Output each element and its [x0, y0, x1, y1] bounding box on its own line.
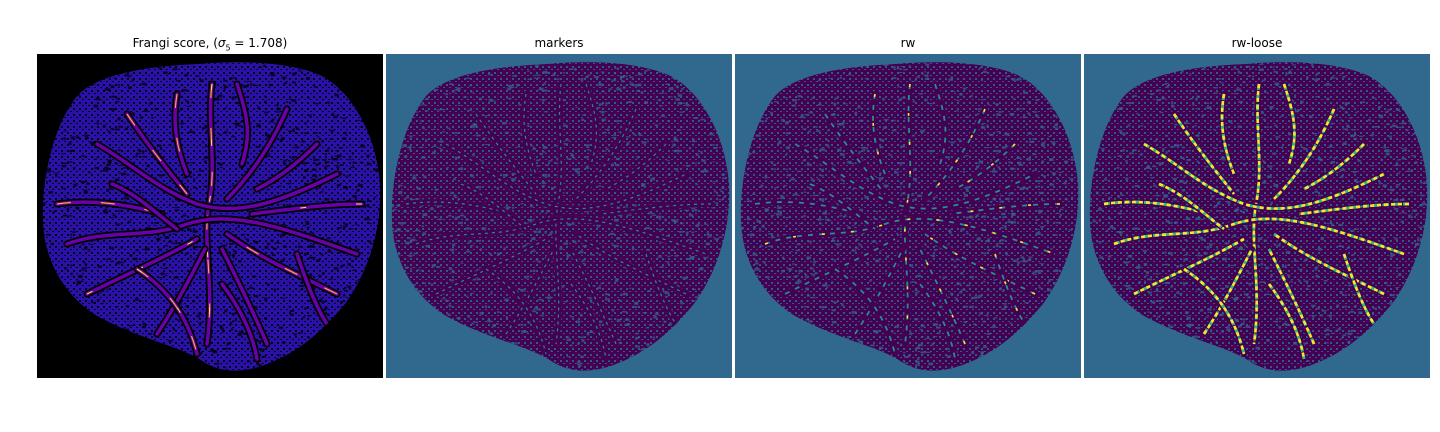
frangi-image [37, 54, 383, 378]
frangi-panel: Frangi score, (σ5 = 1.708) [37, 0, 383, 432]
rw-panel: rw [735, 0, 1081, 432]
rw-image [735, 54, 1081, 378]
frangi-title: Frangi score, (σ5 = 1.708) [132, 36, 288, 53]
rw-loose-title: rw-loose [1231, 36, 1283, 50]
markers-title: markers [534, 36, 584, 50]
markers-image [386, 54, 732, 378]
rw-loose-image [1084, 54, 1430, 378]
markers-panel: markers [386, 0, 732, 432]
rw-loose-panel: rw-loose [1084, 0, 1430, 432]
rw-title: rw [900, 36, 916, 50]
